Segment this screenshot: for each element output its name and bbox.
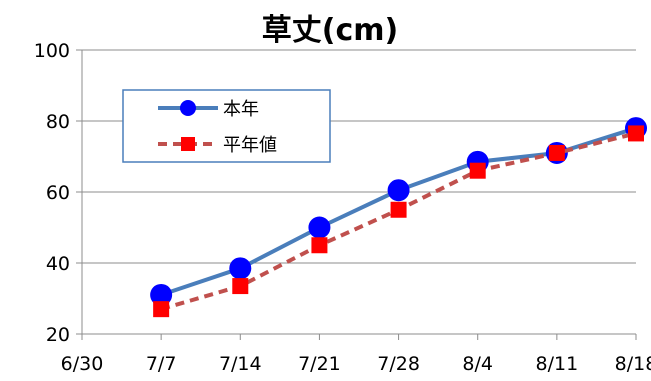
x-tick-label: 7/14 — [219, 353, 262, 375]
x-axis-ticks: 6/30 7/7 7/14 7/21 7/28 8/4 8/11 8/18 — [61, 353, 651, 375]
legend-marker — [180, 100, 196, 116]
legend-label: 平年値 — [223, 135, 277, 156]
y-tick-label: 60 — [46, 182, 70, 204]
x-tick-label: 7/7 — [146, 353, 177, 375]
data-point — [387, 179, 410, 202]
y-tick-label: 100 — [34, 40, 70, 62]
data-point — [153, 301, 170, 318]
legend-label: 本年 — [223, 99, 259, 120]
legend-marker — [181, 137, 195, 151]
x-tick-label: 8/18 — [615, 353, 651, 375]
x-tick-label: 8/11 — [536, 353, 579, 375]
x-tick-label: 8/4 — [462, 353, 493, 375]
data-point — [311, 237, 328, 254]
series-group — [150, 117, 647, 318]
series-1 — [153, 125, 644, 318]
x-tick-label: 6/30 — [61, 353, 104, 375]
data-point — [150, 283, 173, 306]
y-axis-ticks: 20 40 60 80 100 — [34, 40, 70, 346]
data-point — [308, 216, 331, 239]
data-point — [229, 257, 252, 280]
x-tick-label: 7/28 — [377, 353, 420, 375]
data-point — [232, 278, 249, 295]
axes — [76, 49, 637, 340]
data-point — [390, 201, 407, 218]
data-point — [469, 162, 486, 179]
x-tick-label: 7/21 — [298, 353, 341, 375]
chart-title: 草丈(cm) — [262, 13, 398, 48]
y-tick-label: 40 — [46, 253, 70, 275]
y-tick-label: 80 — [46, 111, 70, 133]
data-point — [628, 125, 644, 142]
y-tick-label: 20 — [46, 324, 70, 346]
legend-box — [122, 89, 331, 163]
data-point — [548, 144, 565, 161]
